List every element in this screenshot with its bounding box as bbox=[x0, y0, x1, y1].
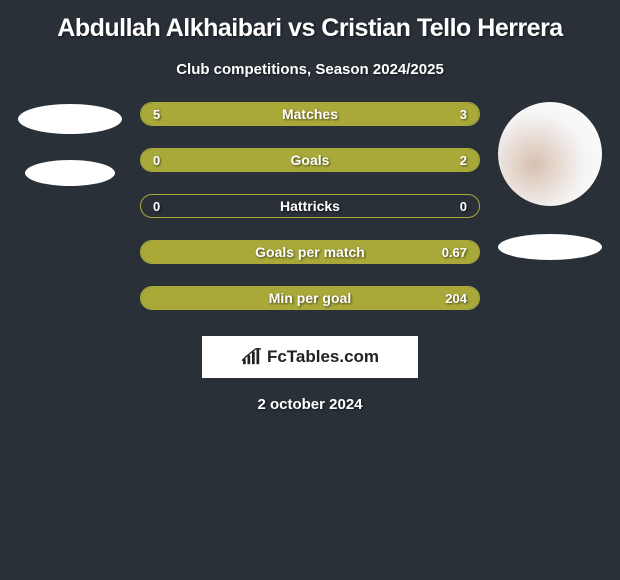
page-title: Abdullah Alkhaibari vs Cristian Tello He… bbox=[10, 14, 610, 43]
stat-val-right: 204 bbox=[445, 287, 467, 309]
stat-label: Matches bbox=[141, 103, 479, 125]
stat-label: Goals per match bbox=[141, 241, 479, 263]
stats-col: 5Matches30Goals20Hattricks0Goals per mat… bbox=[130, 102, 490, 332]
brand-text: FcTables.com bbox=[267, 347, 379, 367]
stat-label: Goals bbox=[141, 149, 479, 171]
stat-val-right: 3 bbox=[460, 103, 467, 125]
date-text: 2 october 2024 bbox=[10, 396, 610, 413]
stat-val-right: 0.67 bbox=[442, 241, 467, 263]
player-left-col bbox=[10, 102, 130, 186]
stat-bar: 0Hattricks0 bbox=[140, 194, 480, 218]
comparison-row: 5Matches30Goals20Hattricks0Goals per mat… bbox=[10, 102, 610, 332]
stat-bar: Min per goal204 bbox=[140, 286, 480, 310]
stat-label: Min per goal bbox=[141, 287, 479, 309]
player-left-club bbox=[25, 160, 115, 186]
player-left-avatar bbox=[18, 104, 122, 134]
stat-val-right: 0 bbox=[460, 195, 467, 217]
stat-bar: 0Goals2 bbox=[140, 148, 480, 172]
player-right-club bbox=[498, 234, 602, 260]
stat-bar: 5Matches3 bbox=[140, 102, 480, 126]
chart-icon bbox=[241, 348, 263, 366]
stat-bar: Goals per match0.67 bbox=[140, 240, 480, 264]
stat-label: Hattricks bbox=[141, 195, 479, 217]
player-right-avatar bbox=[498, 102, 602, 206]
brand-box[interactable]: FcTables.com bbox=[202, 336, 418, 378]
subtitle: Club competitions, Season 2024/2025 bbox=[10, 61, 610, 78]
stat-val-right: 2 bbox=[460, 149, 467, 171]
player-right-col bbox=[490, 102, 610, 260]
